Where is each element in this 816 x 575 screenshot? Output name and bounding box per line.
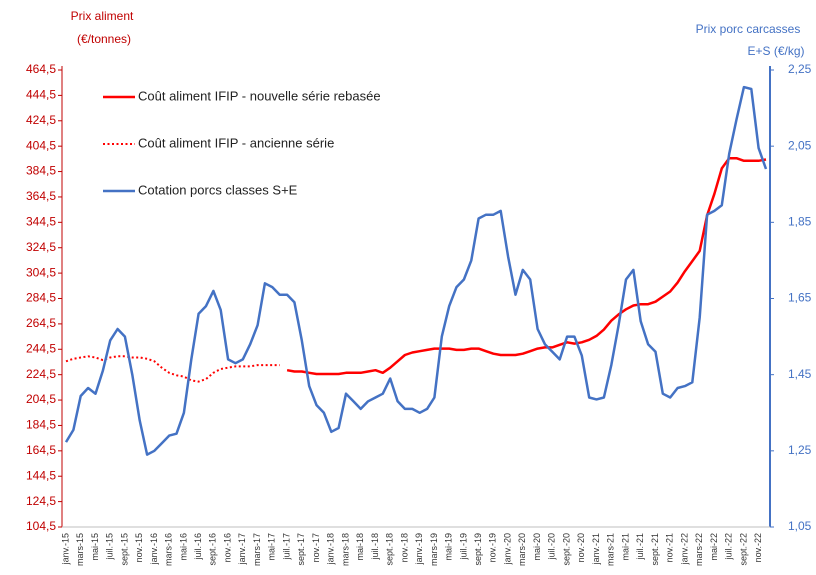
x-tick-label: juil.-15 xyxy=(105,533,115,561)
x-tick-label: mars-18 xyxy=(340,533,350,566)
x-tick-label: sept.-19 xyxy=(473,533,483,566)
x-tick-label: sept.-15 xyxy=(119,533,129,566)
legend-label: Coût aliment IFIP - ancienne série xyxy=(138,135,334,150)
y-tick-label: 384,5 xyxy=(26,164,56,178)
x-tick-label: juil.-20 xyxy=(547,533,557,561)
x-tick-label: mai-16 xyxy=(178,533,188,561)
x-tick-label: juil.-16 xyxy=(193,533,203,561)
x-tick-label: sept.-18 xyxy=(385,533,395,566)
x-tick-label: janv.-15 xyxy=(60,533,70,565)
x-tick-label: mars-17 xyxy=(252,533,262,566)
legend-label: Cotation porcs classes S+E xyxy=(138,182,298,197)
y-tick-label: 204,5 xyxy=(26,392,56,406)
x-tick-label: juil.-18 xyxy=(370,533,380,561)
y-tick-label: 404,5 xyxy=(26,138,56,152)
y-tick-label: 444,5 xyxy=(26,88,56,102)
x-tick-label: mai-21 xyxy=(620,533,630,561)
y2-tick-label: 1,05 xyxy=(788,519,812,533)
x-tick-label: nov.-19 xyxy=(488,533,498,562)
x-tick-label: janv.-18 xyxy=(326,533,336,565)
x-tick-label: janv.-21 xyxy=(591,533,601,565)
x-tick-label: juil.-19 xyxy=(458,533,468,561)
x-tick-label: nov.-18 xyxy=(399,533,409,562)
x-tick-label: juil.-22 xyxy=(724,533,734,561)
y-tick-label: 164,5 xyxy=(26,443,56,457)
y2-tick-label: 2,25 xyxy=(788,62,812,76)
y-tick-label: 424,5 xyxy=(26,113,56,127)
y-tick-label: 244,5 xyxy=(26,341,56,355)
y2-tick-label: 1,25 xyxy=(788,443,812,457)
x-tick-label: sept.-16 xyxy=(208,533,218,566)
legend-label: Coût aliment IFIP - nouvelle série rebas… xyxy=(138,88,381,103)
x-tick-label: mai-22 xyxy=(709,533,719,561)
y-tick-label: 304,5 xyxy=(26,265,56,279)
x-tick-label: mai-18 xyxy=(355,533,365,561)
y-tick-label: 224,5 xyxy=(26,367,56,381)
x-tick-label: mars-21 xyxy=(606,533,616,566)
series-line xyxy=(65,355,280,383)
y2-tick-label: 2,05 xyxy=(788,138,812,152)
x-tick-label: nov.-20 xyxy=(576,533,586,562)
y-tick-label: 104,5 xyxy=(26,519,56,533)
y-tick-label: 184,5 xyxy=(26,418,56,432)
x-tick-label: mars-15 xyxy=(75,533,85,566)
series-line xyxy=(286,156,767,376)
x-tick-label: mai-19 xyxy=(444,533,454,561)
x-tick-label: sept.-22 xyxy=(738,533,748,566)
x-tick-label: mars-22 xyxy=(694,533,704,566)
x-tick-label: juil.-17 xyxy=(281,533,291,561)
y-tick-label: 464,5 xyxy=(26,62,56,76)
x-tick-label: janv.-22 xyxy=(679,533,689,565)
series-line xyxy=(64,85,768,456)
y-tick-label: 284,5 xyxy=(26,291,56,305)
x-tick-label: mai-17 xyxy=(267,533,277,561)
y-axis-title: Prix aliment xyxy=(71,9,134,23)
x-tick-label: nov.-21 xyxy=(665,533,675,562)
y2-tick-label: 1,85 xyxy=(788,215,812,229)
x-tick-label: mars-16 xyxy=(164,533,174,566)
y-tick-label: 364,5 xyxy=(26,189,56,203)
x-tick-label: nov.-16 xyxy=(222,533,232,562)
x-tick-label: mars-19 xyxy=(429,533,439,566)
y-tick-label: 264,5 xyxy=(26,316,56,330)
x-tick-label: janv.-20 xyxy=(502,533,512,565)
x-tick-label: mars-20 xyxy=(517,533,527,566)
x-tick-label: sept.-17 xyxy=(296,533,306,566)
x-tick-label: sept.-20 xyxy=(561,533,571,566)
x-tick-label: mai-15 xyxy=(90,533,100,561)
x-tick-label: janv.-17 xyxy=(237,533,247,565)
y-tick-label: 144,5 xyxy=(26,468,56,482)
y-tick-label: 124,5 xyxy=(26,494,56,508)
y2-axis-title: Prix porc carcasses xyxy=(696,22,801,36)
x-tick-label: janv.-19 xyxy=(414,533,424,565)
x-tick-label: nov.-15 xyxy=(134,533,144,562)
y2-axis-title: E+S (€/kg) xyxy=(747,44,804,58)
y-tick-label: 344,5 xyxy=(26,215,56,229)
x-tick-label: nov.-22 xyxy=(753,533,763,562)
x-tick-label: mai-20 xyxy=(532,533,542,561)
y-axis-title: (€/tonnes) xyxy=(77,32,131,46)
x-tick-label: juil.-21 xyxy=(635,533,645,561)
x-tick-label: janv.-16 xyxy=(149,533,159,565)
y2-tick-label: 1,65 xyxy=(788,291,812,305)
x-tick-label: nov.-17 xyxy=(311,533,321,562)
y2-tick-label: 1,45 xyxy=(788,367,812,381)
y-tick-label: 324,5 xyxy=(26,240,56,254)
x-tick-label: sept.-21 xyxy=(650,533,660,566)
